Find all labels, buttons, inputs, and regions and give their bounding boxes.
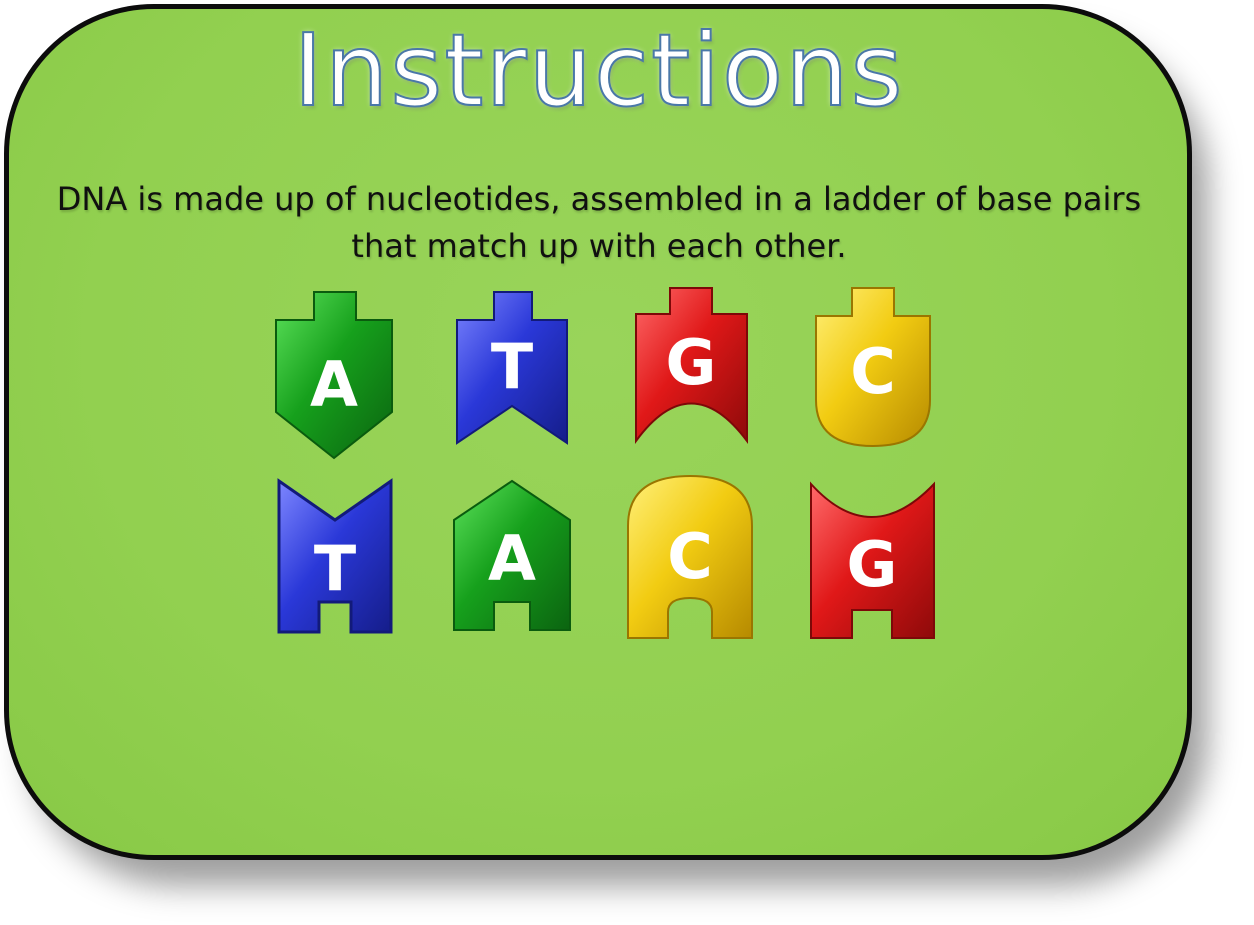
instructions-panel xyxy=(4,4,1192,860)
nucleotide-letter: T xyxy=(314,532,356,605)
nucleotide-a-top: A xyxy=(275,291,393,460)
title: Instructions xyxy=(292,11,905,130)
nucleotide-letter: A xyxy=(488,522,536,595)
nucleotide-g-top: G xyxy=(635,287,748,445)
nucleotide-c-bottom: C xyxy=(627,474,753,639)
description-text: DNA is made up of nucleotides, assembled… xyxy=(56,180,1142,265)
nucleotide-a-bottom: A xyxy=(453,479,571,631)
nucleotide-g-bottom: G xyxy=(810,481,935,639)
nucleotide-t-bottom: T xyxy=(277,478,393,634)
nucleotide-letter: G xyxy=(666,326,717,399)
nucleotide-letter: G xyxy=(847,528,898,601)
nucleotide-letter: A xyxy=(310,348,358,421)
nucleotide-letter: C xyxy=(850,335,896,408)
nucleotide-letter: T xyxy=(491,330,533,403)
nucleotide-c-top: C xyxy=(815,287,931,448)
nucleotide-t-top: T xyxy=(456,291,568,445)
nucleotide-letter: C xyxy=(667,520,713,593)
